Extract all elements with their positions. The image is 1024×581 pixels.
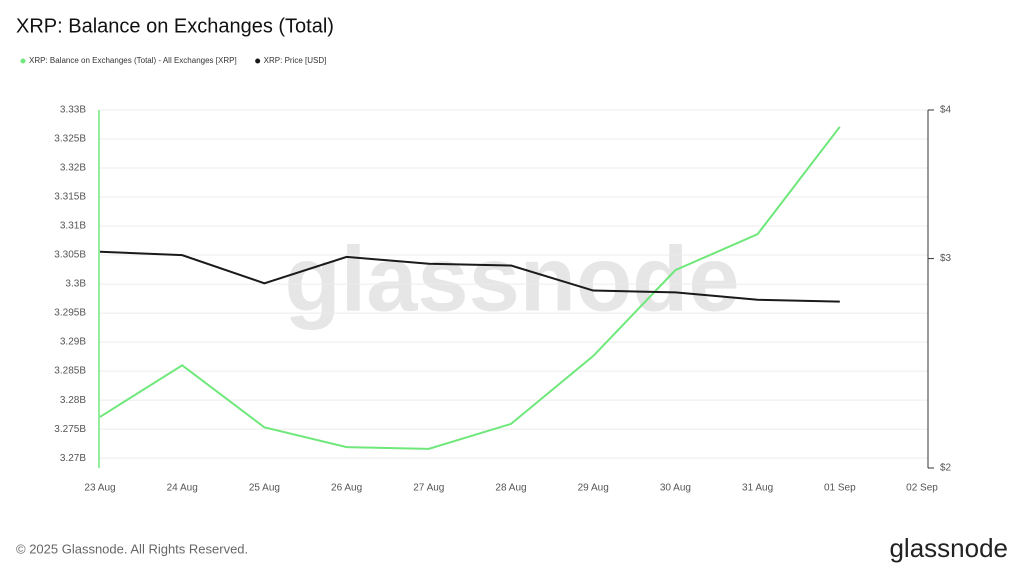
y-tick-label: 3.27B [60,453,86,464]
y-tick-label: 3.32B [60,163,86,174]
x-tick-label: 01 Sep [824,483,856,494]
chart-title: XRP: Balance on Exchanges (Total) [16,15,334,37]
y-tick-label: 3.325B [54,134,86,145]
y2-tick-label: $2 [940,463,952,474]
legend-label: XRP: Price [USD] [264,56,327,65]
y-tick-label: 3.28B [60,395,86,406]
y-tick-label: 3.315B [54,192,86,203]
copyright: © 2025 Glassnode. All Rights Reserved. [16,541,248,556]
x-tick-label: 27 Aug [413,483,444,494]
x-tick-label: 31 Aug [742,483,773,494]
watermark: glassnode [284,228,739,330]
y-tick-label: 3.3B [65,279,86,290]
legend-label: XRP: Balance on Exchanges (Total) - All … [29,56,237,65]
y-tick-label: 3.29B [60,337,86,348]
logo: glassnode [889,533,1008,563]
y-tick-label: 3.305B [54,250,86,261]
legend-marker [20,58,26,64]
series-line [99,126,841,450]
x-tick-label: 29 Aug [578,483,609,494]
x-tick-label: 23 Aug [84,483,115,494]
y-tick-label: 3.285B [54,366,86,377]
x-tick-label: 26 Aug [331,483,362,494]
x-tick-label: 28 Aug [495,483,526,494]
x-tick-label: 25 Aug [249,483,280,494]
y-tick-label: 3.31B [60,221,86,232]
series-line [99,250,840,303]
y-tick-label: 3.295B [54,308,86,319]
y-tick-label: 3.275B [54,424,86,435]
legend-marker [255,58,261,64]
y-tick-label: 3.33B [60,105,86,116]
y2-tick-label: $4 [940,105,952,116]
x-tick-label: 24 Aug [167,483,198,494]
x-tick-label: 02 Sep [906,483,938,494]
x-tick-label: 30 Aug [660,483,691,494]
y2-tick-label: $3 [940,253,952,264]
